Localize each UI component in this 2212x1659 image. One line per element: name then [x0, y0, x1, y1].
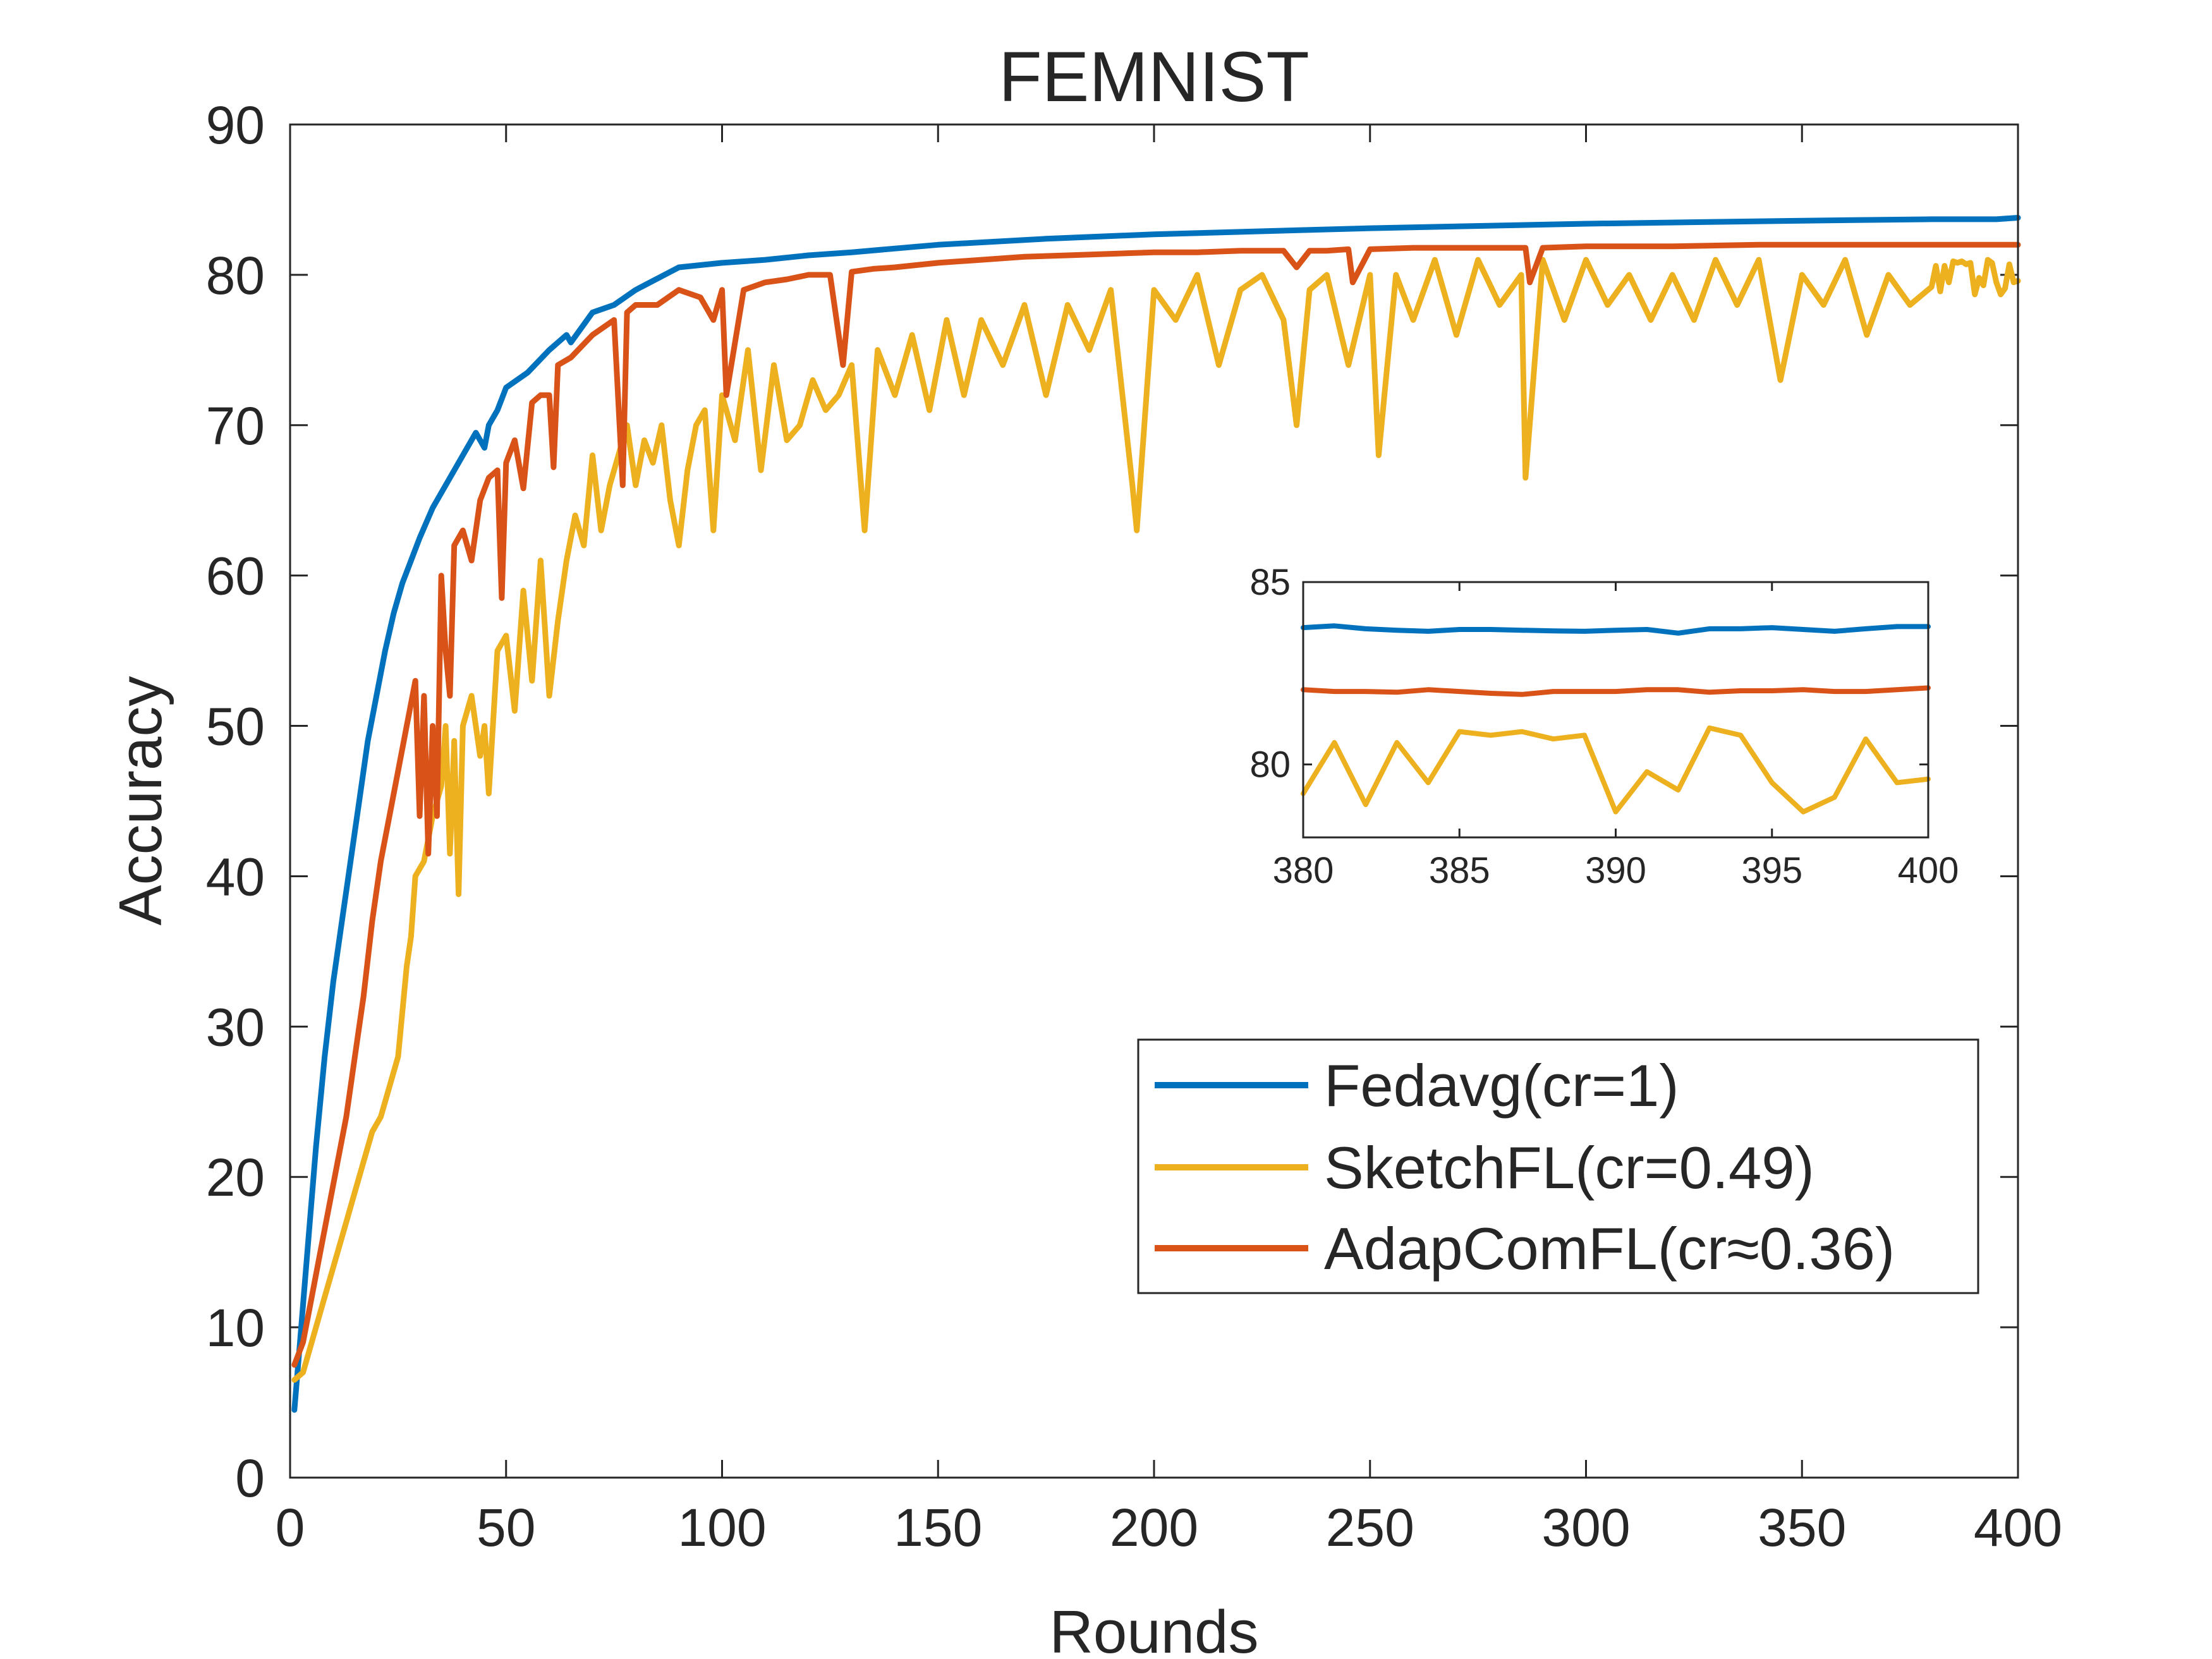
y-axis-label: Accuracy — [107, 676, 174, 926]
inset-series-line-fedavg — [1301, 623, 1931, 636]
x-tick-label: 0 — [276, 1498, 305, 1557]
inset-plot-frame — [1302, 581, 1929, 839]
legend: Fedavg(cr=1) SketchFL(cr=0.49) AdapComFL… — [1137, 1038, 1979, 1294]
y-tick-label: 60 — [206, 547, 265, 606]
x-tick-label: 50 — [477, 1498, 535, 1557]
series-line-adapcomfl — [291, 241, 2021, 1368]
inset-y-tick-label: 80 — [1249, 744, 1291, 786]
y-tick-label: 50 — [206, 697, 265, 757]
main-tick-labels: 0 50 100 150 200 250 300 350 400 0 10 20 30 40 50 60 70 8… — [206, 95, 2063, 1557]
y-tick-label: 0 — [235, 1449, 265, 1508]
legend-label-adapcomfl: AdapComFL(cr≈0.36) — [1324, 1215, 1895, 1282]
y-tick-label: 40 — [206, 847, 265, 906]
y-tick-label: 90 — [206, 95, 265, 155]
inset-x-tick-label: 395 — [1741, 850, 1802, 891]
main-plot-lines — [291, 215, 2021, 1413]
chart-title: FEMNIST — [999, 37, 1310, 116]
inset-tick-labels: 380 385 390 395 400 80 85 — [1249, 562, 1959, 891]
x-tick-label: 350 — [1758, 1498, 1846, 1557]
inset-plot-lines — [1301, 623, 1931, 815]
inset-x-tick-label: 400 — [1898, 850, 1959, 891]
inset-x-tick-label: 380 — [1273, 850, 1334, 891]
legend-label-sketchfl: SketchFL(cr=0.49) — [1324, 1134, 1814, 1201]
inset-series-line-sketchfl — [1301, 725, 1931, 815]
inset-y-tick-label: 85 — [1249, 562, 1291, 603]
x-axis-label: Rounds — [1050, 1598, 1259, 1659]
x-tick-label: 200 — [1110, 1498, 1198, 1557]
inset-x-tick-label: 390 — [1585, 850, 1646, 891]
legend-label-fedavg: Fedavg(cr=1) — [1324, 1052, 1679, 1119]
inset-background — [1303, 582, 1928, 837]
x-tick-label: 250 — [1326, 1498, 1414, 1557]
main-plot-frame — [289, 123, 2019, 1479]
y-tick-label: 30 — [206, 997, 265, 1057]
y-tick-label: 70 — [206, 396, 265, 456]
y-tick-label: 10 — [206, 1298, 265, 1358]
x-tick-label: 400 — [1974, 1498, 2062, 1557]
y-tick-label: 80 — [206, 246, 265, 305]
y-tick-label: 20 — [206, 1148, 265, 1207]
x-tick-label: 300 — [1541, 1498, 1630, 1557]
inset-x-tick-label: 385 — [1429, 850, 1490, 891]
series-line-sketchfl — [291, 257, 2021, 1383]
x-tick-label: 150 — [894, 1498, 982, 1557]
inset-series-line-adapcomfl — [1301, 685, 1931, 697]
series-line-fedavg — [291, 215, 2021, 1413]
x-tick-label: 100 — [678, 1498, 766, 1557]
